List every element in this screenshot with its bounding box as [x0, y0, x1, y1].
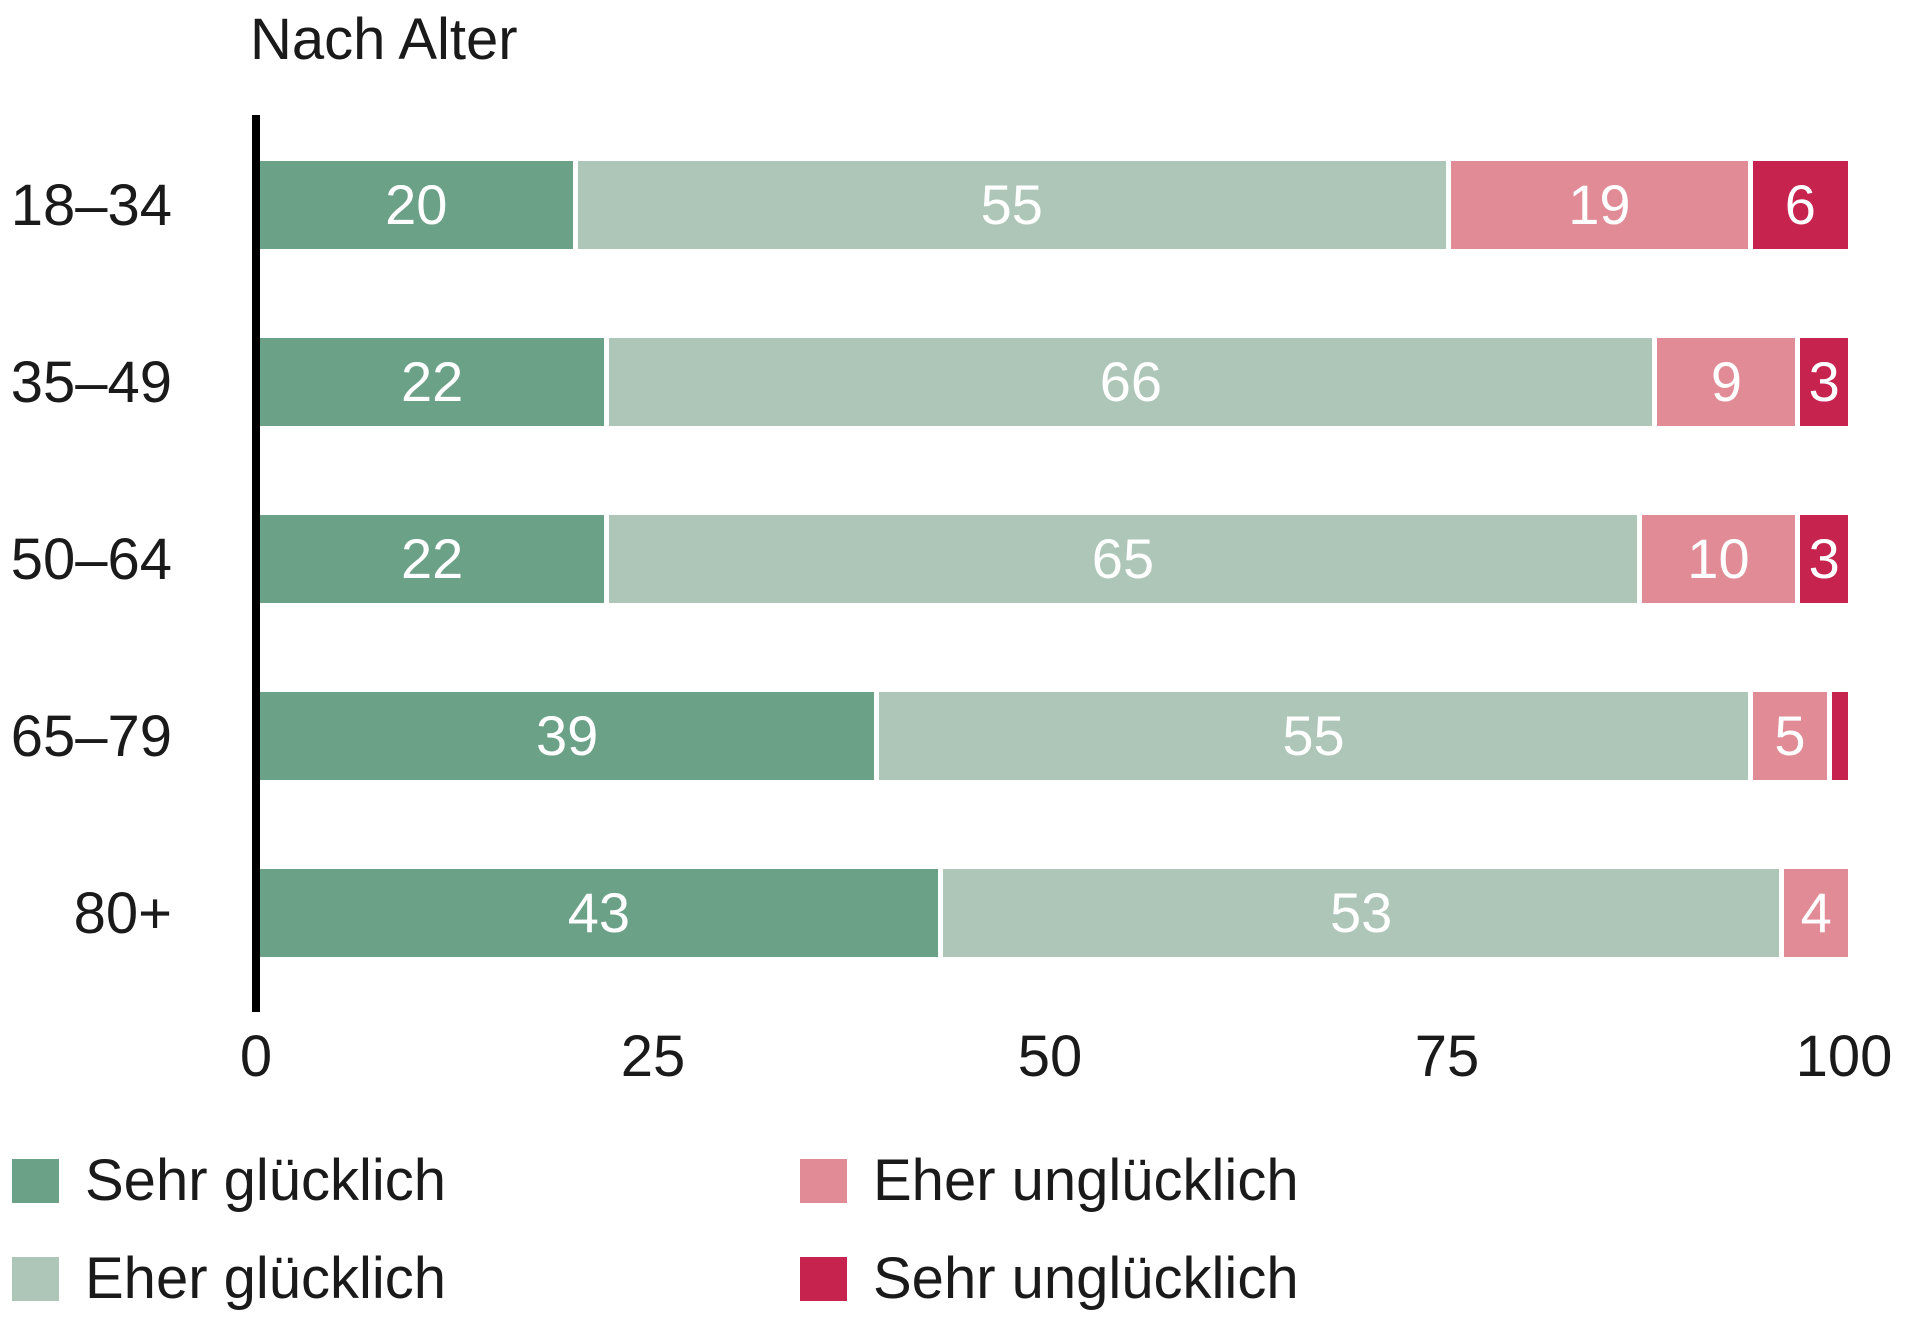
bar-segment-sehr-ungluecklich: 3 [1800, 338, 1848, 426]
category-label: 80+ [73, 880, 172, 946]
bar-value-label: 5 [1774, 704, 1806, 767]
bar-segment-eher-ungluecklich: 9 [1657, 338, 1801, 426]
legend-item-sehr-ungluecklich: Sehr unglücklich [800, 1250, 1299, 1308]
bar-segment-sehr-gluecklich: 22 [260, 515, 610, 603]
bar-track: 22 65 10 3 [260, 515, 1848, 603]
legend-label: Eher glücklich [85, 1246, 447, 1311]
x-tick-label: 50 [1017, 1024, 1083, 1089]
legend-label: Eher unglücklich [873, 1148, 1299, 1213]
bar-value-label: 10 [1687, 527, 1750, 590]
bar-track: 22 66 9 3 [260, 338, 1848, 426]
bar-track: 43 53 4 [260, 869, 1848, 957]
legend-item-eher-gluecklich: Eher glücklich [12, 1250, 446, 1308]
bar-value-label: 66 [1099, 350, 1163, 413]
bar-segment-eher-gluecklich: 65 [609, 515, 1642, 603]
bar-segment-eher-gluecklich: 55 [879, 692, 1753, 780]
bar-value-label: 43 [567, 881, 631, 944]
bar-value-label: 65 [1091, 527, 1155, 590]
bar-segment-eher-ungluecklich: 5 [1752, 692, 1833, 780]
legend-item-sehr-gluecklich: Sehr glücklich [12, 1152, 446, 1210]
bar-segment-eher-ungluecklich: 10 [1641, 515, 1801, 603]
bar-row: 80+ 43 53 4 [0, 869, 1920, 957]
bar-row: 35–49 22 66 9 3 [0, 338, 1920, 426]
category-label: 50–64 [10, 526, 172, 592]
category-label: 18–34 [10, 172, 172, 238]
bar-segment-sehr-gluecklich: 20 [260, 161, 578, 249]
bar-value-label: 4 [1800, 881, 1832, 944]
bar-track: 39 55 5 [260, 692, 1848, 780]
legend-label: Sehr glücklich [85, 1148, 447, 1213]
bar-value-label: 55 [1282, 704, 1345, 767]
x-tick-label: 25 [620, 1024, 686, 1089]
chart-title: Nach Alter [250, 7, 518, 72]
bar-segment-eher-ungluecklich: 4 [1784, 869, 1848, 957]
bar-value-label: 6 [1784, 173, 1816, 236]
bar-segment-sehr-ungluecklich: 6 [1752, 161, 1848, 249]
bar-value-label: 22 [401, 527, 464, 590]
y-axis-line [252, 115, 260, 1012]
x-tick-label: 100 [1795, 1024, 1893, 1089]
bar-segment-sehr-gluecklich: 39 [260, 692, 880, 780]
bar-value-label: 9 [1710, 350, 1742, 413]
legend-swatch-eher-ungluecklich [800, 1159, 847, 1203]
bar-segment-sehr-ungluecklich [1832, 692, 1848, 780]
legend-swatch-sehr-gluecklich [12, 1159, 59, 1203]
bar-segment-eher-gluecklich: 55 [577, 161, 1451, 249]
legend-swatch-eher-gluecklich [12, 1257, 59, 1301]
bar-track: 20 55 19 6 [260, 161, 1848, 249]
category-label: 35–49 [10, 349, 172, 415]
category-label: 65–79 [10, 703, 172, 769]
bar-segment-sehr-ungluecklich: 3 [1800, 515, 1848, 603]
bar-value-label: 3 [1808, 350, 1840, 413]
bar-row: 50–64 22 65 10 3 [0, 515, 1920, 603]
x-tick-label: 0 [239, 1024, 273, 1089]
bar-value-label: 19 [1568, 173, 1631, 236]
bar-row: 18–34 20 55 19 6 [0, 161, 1920, 249]
bar-value-label: 53 [1329, 881, 1393, 944]
bar-value-label: 55 [980, 173, 1043, 236]
legend-swatch-sehr-ungluecklich [800, 1257, 847, 1301]
bar-segment-eher-ungluecklich: 19 [1451, 161, 1753, 249]
bar-value-label: 3 [1808, 527, 1840, 590]
legend-item-eher-ungluecklich: Eher unglücklich [800, 1152, 1299, 1210]
bar-segment-sehr-gluecklich: 22 [260, 338, 610, 426]
bar-value-label: 39 [536, 704, 599, 767]
bar-row: 65–79 39 55 5 [0, 692, 1920, 780]
x-tick-label: 75 [1414, 1024, 1480, 1089]
bar-segment-sehr-gluecklich: 43 [260, 869, 943, 957]
bar-value-label: 20 [385, 173, 448, 236]
bar-segment-eher-gluecklich: 66 [609, 338, 1658, 426]
bar-segment-eher-gluecklich: 53 [942, 869, 1785, 957]
bar-value-label: 22 [401, 350, 464, 413]
legend-label: Sehr unglücklich [873, 1246, 1299, 1311]
